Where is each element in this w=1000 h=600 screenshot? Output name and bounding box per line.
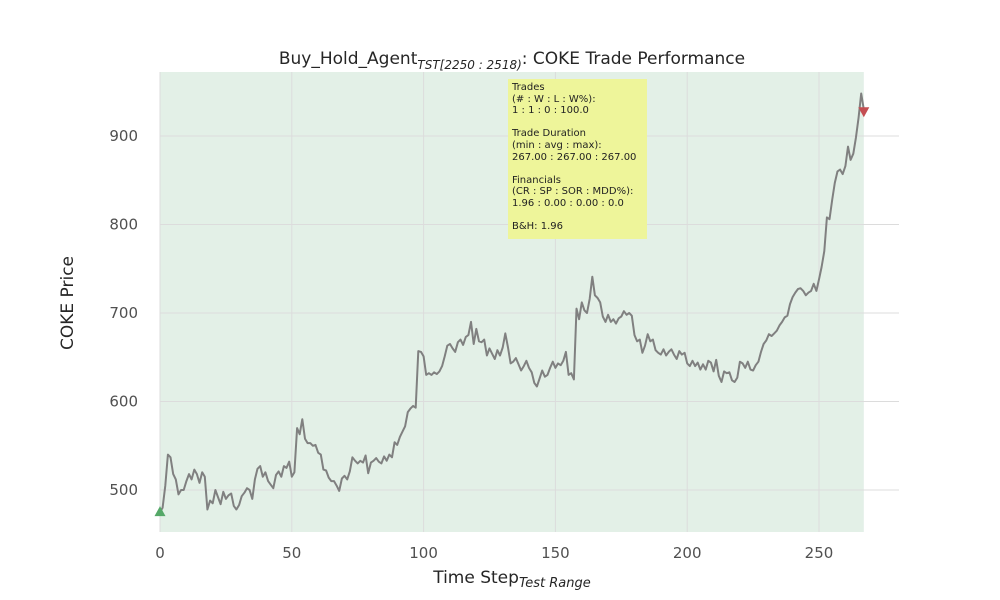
price-line xyxy=(159,92,865,513)
annotation-line xyxy=(512,163,643,175)
sell-marker xyxy=(858,107,870,118)
x-tick-label: 100 xyxy=(409,544,438,562)
chart-title-prefix: Buy_Hold_Agent xyxy=(279,49,418,69)
annotation-line xyxy=(512,117,643,129)
x-tick-label: 0 xyxy=(155,544,165,562)
annotation-line xyxy=(512,210,643,222)
x-axis-label: Time StepTest Range xyxy=(432,568,591,591)
y-tick-label: 900 xyxy=(109,127,138,145)
y-tick-label: 500 xyxy=(109,481,138,499)
y-tick-label: 700 xyxy=(109,304,138,322)
chart-title-suffix: : COKE Trade Performance xyxy=(522,49,745,69)
annotation-line: Trade Duration xyxy=(512,128,586,140)
annotation-line: B&H: 1.96 xyxy=(512,221,563,233)
annotation-line: 1 : 1 : 0 : 100.0 xyxy=(512,105,589,117)
annotation-line: Financials xyxy=(512,174,561,186)
chart-title-subscript: TST[2250 : 2518) xyxy=(417,58,521,72)
x-axis-label-subscript: Test Range xyxy=(519,576,591,591)
annotation-line: (min : avg : max): xyxy=(512,139,602,151)
y-tick-label: 600 xyxy=(109,393,138,411)
annotation-line: (# : W : L : W%): xyxy=(512,93,596,105)
annotation-line: Trades xyxy=(512,82,545,93)
annotation-line: (CR : SP : SOR : MDD%): xyxy=(512,186,634,198)
trade-summary-box: Trades (# : W : L : W%): 1 : 1 : 0 : 100.0… xyxy=(508,79,647,239)
x-tick-label: 50 xyxy=(282,544,301,562)
y-tick-label: 800 xyxy=(109,216,138,234)
tick-labels: 0 50 100 150 200 250 500 600 700 800 900 xyxy=(109,127,833,562)
y-axis-label: COKE Price xyxy=(58,256,78,350)
annotation-line: 267.00 : 267.00 : 267.00 xyxy=(512,151,637,163)
x-tick-label: 150 xyxy=(541,544,570,562)
x-tick-label: 200 xyxy=(673,544,702,562)
x-tick-label: 250 xyxy=(805,544,834,562)
buy-marker xyxy=(154,506,166,517)
annotation-line: 1.96 : 0.00 : 0.00 : 0.0 xyxy=(512,197,624,209)
chart-title: Buy_Hold_AgentTST[2250 : 2518): COKE Tra… xyxy=(279,49,745,72)
x-axis-label-main: Time Step xyxy=(432,568,519,588)
